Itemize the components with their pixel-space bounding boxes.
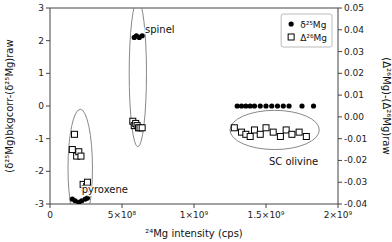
point (296, 129, 302, 135)
annotation: pyroxene (82, 184, 128, 195)
y2-tick-label: -0.01 (344, 134, 367, 144)
point (69, 147, 75, 153)
point (269, 103, 274, 108)
y-tick-label: 2 (38, 36, 44, 46)
point (257, 131, 263, 137)
point (263, 103, 268, 108)
point (289, 131, 295, 137)
x-tick (50, 204, 51, 208)
x-axis-label: ²⁴Mg intensity (cps) (145, 228, 243, 239)
y2-tick (338, 116, 342, 117)
top-frame-line (50, 8, 338, 9)
point (231, 125, 237, 131)
y2-tick (338, 204, 342, 205)
point (78, 153, 84, 159)
y2-tick (338, 51, 342, 52)
x-tick (194, 204, 195, 208)
y-tick-label: -2 (35, 166, 44, 176)
point (247, 133, 253, 139)
y-tick (46, 73, 50, 74)
y-tick-label: -1 (35, 134, 44, 144)
y2-tick (338, 29, 342, 30)
y-tick-label: -3 (35, 199, 44, 209)
y2-tick (338, 95, 342, 96)
point (270, 129, 276, 135)
series (70, 33, 316, 204)
x-tick (122, 204, 123, 208)
point (258, 103, 263, 108)
point (311, 103, 316, 108)
y2-tick (338, 160, 342, 161)
legend-label: Δ²⁶Mg (300, 33, 327, 43)
point (286, 103, 291, 108)
point (281, 103, 286, 108)
point (71, 131, 77, 137)
x-tick-label: 1.5×10⁹ (248, 210, 285, 220)
y2-tick-label: 0.00 (344, 112, 364, 122)
point (275, 103, 280, 108)
legend: δ²⁵Mg Δ²⁶Mg (281, 14, 332, 47)
point (140, 33, 145, 38)
y-tick (46, 40, 50, 41)
legend-marker (289, 21, 294, 26)
legend-marker (288, 34, 294, 40)
point (283, 127, 289, 133)
point (303, 133, 309, 139)
y-tick (46, 138, 50, 139)
axes: 0 5×10⁸ 1×10⁹ 1.5×10⁹ 2×10⁹ -3 -2 -1 0 1 2 3 -0.04 -0… (35, 3, 368, 220)
point (85, 196, 90, 201)
y-axis-label: (δ²⁵Mg)bkgcorr-(δ²⁵Mg)raw (4, 39, 15, 172)
annotations: spinel pyroxene SC olivine (82, 24, 319, 195)
y2-tick-label: -0.04 (344, 199, 368, 209)
x-tick (338, 204, 339, 208)
x-tick-label: 5×10⁸ (108, 210, 137, 220)
y2-tick-label: 0.01 (344, 90, 364, 100)
annotation: spinel (145, 24, 175, 35)
y-tick (46, 171, 50, 172)
x-tick-label: 1×10⁹ (180, 210, 209, 220)
point (252, 103, 257, 108)
y2-axis-line (338, 8, 339, 204)
y2-axis-label: (Δ²⁶Mg)-(Δ²⁶Mg)raw (381, 57, 392, 154)
y-tick (46, 8, 50, 9)
x-tick-label: 2×10⁹ (324, 210, 353, 220)
legend-label: δ²⁵Mg (300, 20, 326, 30)
point (251, 127, 257, 133)
legend-box (281, 14, 332, 47)
y2-tick-label: -0.02 (344, 155, 367, 165)
annotation: SC olivine (269, 156, 318, 167)
x-tick-label: 0 (47, 210, 53, 220)
y2-tick-label: -0.03 (344, 177, 367, 187)
y-tick (46, 204, 50, 205)
y-tick-label: 0 (38, 101, 44, 111)
y2-tick-label: 0.05 (344, 3, 364, 13)
y2-tick (338, 182, 342, 183)
x-tick (266, 204, 267, 208)
y2-tick-label: 0.02 (344, 68, 364, 78)
y2-tick-label: 0.04 (344, 25, 364, 35)
y2-tick-label: 0.03 (344, 47, 364, 57)
point (263, 125, 269, 131)
y-tick (46, 106, 50, 107)
point (299, 103, 304, 108)
point (277, 133, 283, 139)
point (139, 125, 145, 131)
region-ellipse (230, 110, 319, 149)
y2-tick (338, 8, 342, 9)
y-tick-label: 1 (38, 68, 44, 78)
y-tick-label: 3 (38, 3, 44, 13)
chart: 0 5×10⁸ 1×10⁹ 1.5×10⁹ 2×10⁹ -3 -2 -1 0 1 2 3 -0.04 -0… (0, 0, 392, 242)
region-ellipse (129, 8, 146, 147)
y2-tick (338, 73, 342, 74)
y2-tick (338, 138, 342, 139)
